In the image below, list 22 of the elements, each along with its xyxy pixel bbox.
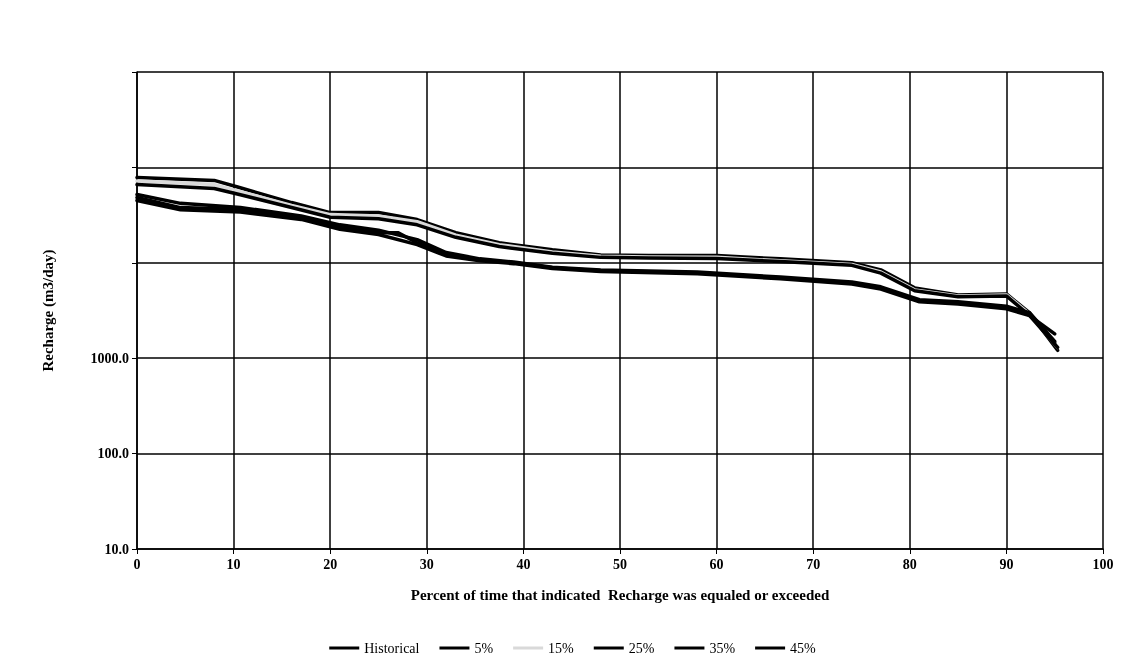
x-tick-label: 50	[613, 556, 627, 572]
x-axis-title: Percent of time that indicated Recharge was equaled or exceeded	[410, 586, 830, 603]
x-tick-label: 10	[226, 556, 241, 572]
legend-label: 45%	[790, 640, 817, 656]
x-tick-label: 20	[323, 556, 338, 572]
legend-label: 25%	[628, 640, 655, 656]
x-tick-label: 70	[806, 556, 821, 572]
y-tick-label: 10.0	[104, 541, 129, 557]
x-tick-label: 40	[516, 556, 531, 572]
legend-label: Historical	[364, 640, 420, 656]
x-tick-label: 60	[709, 556, 724, 572]
x-tick-label: 0	[133, 556, 141, 572]
legend-label: 5%	[474, 640, 494, 656]
legend-label: 35%	[709, 640, 736, 656]
y-axis-title: Recharge (m3/day)	[39, 249, 57, 372]
x-tick-label: 90	[999, 556, 1014, 572]
y-tick-label: 1000.0	[90, 350, 129, 366]
x-tick-label: 80	[902, 556, 917, 572]
legend-label: 15%	[548, 640, 575, 656]
x-tick-label: 30	[419, 556, 434, 572]
x-tick-label: 100	[1092, 556, 1114, 572]
y-tick-label: 100.0	[97, 446, 129, 462]
